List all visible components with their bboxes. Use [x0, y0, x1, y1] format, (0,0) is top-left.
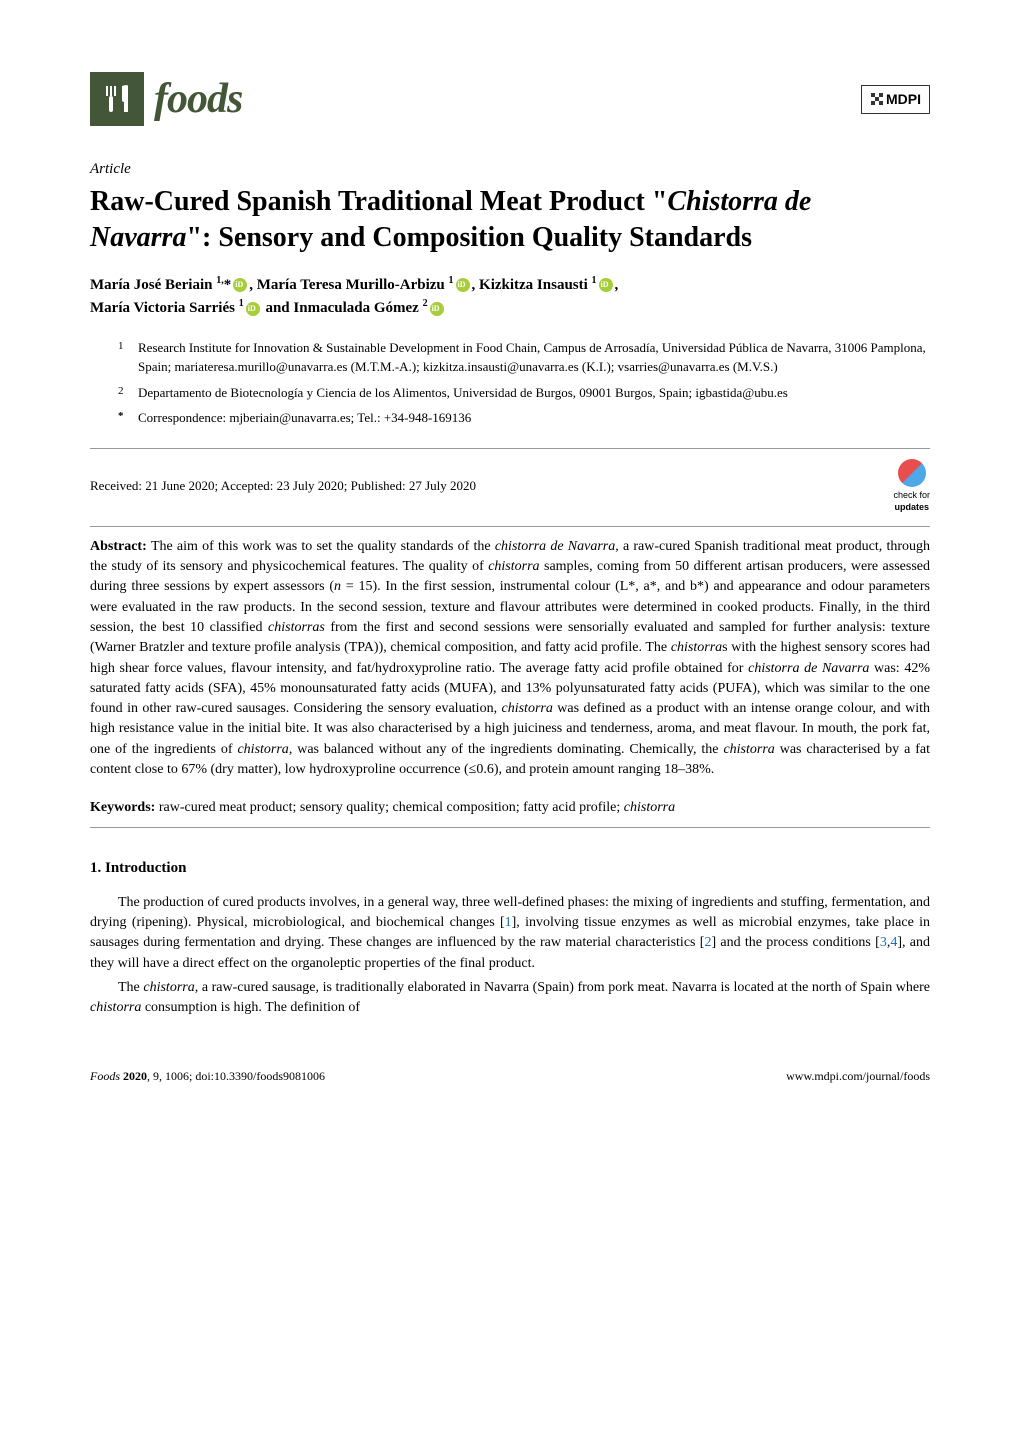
header-row: foods MDPI: [90, 70, 930, 129]
mdpi-icon: [870, 92, 884, 106]
corr-text: Correspondence: mjberiain@unavarra.es; T…: [138, 408, 471, 428]
corr-marker: *: [118, 408, 138, 428]
journal-logo-icon: [90, 72, 144, 126]
author-2-affil: 1: [449, 275, 454, 286]
abstract-text: chistorras: [268, 620, 325, 635]
check-updates-label2: updates: [894, 501, 929, 514]
affiliations: 1 Research Institute for Innovation & Su…: [118, 338, 930, 428]
article-type: Article: [90, 159, 930, 180]
authors-list: María José Beriain 1,* , María Teresa Mur…: [90, 273, 930, 320]
keywords-italic: chistorra: [624, 800, 675, 815]
divider: [90, 526, 930, 527]
article-title: Raw-Cured Spanish Traditional Meat Produ…: [90, 184, 930, 257]
orcid-icon[interactable]: [233, 278, 247, 292]
journal-name: foods: [154, 70, 242, 129]
orcid-icon[interactable]: [456, 278, 470, 292]
orcid-icon[interactable]: [599, 278, 613, 292]
affil-1-num: 1: [118, 338, 138, 377]
footer-doi: , 9, 1006; doi:10.3390/foods9081006: [147, 1069, 325, 1083]
affiliation-2: 2 Departamento de Biotecnología y Cienci…: [118, 383, 930, 403]
abstract-text: , was balanced without any of the ingred…: [289, 742, 724, 757]
dates-row: Received: 21 June 2020; Accepted: 23 Jul…: [90, 459, 930, 514]
footer-left: Foods 2020, 9, 1006; doi:10.3390/foods90…: [90, 1068, 325, 1085]
abstract-label: Abstract:: [90, 539, 151, 554]
author-2: , María Teresa Murillo-Arbizu: [249, 277, 448, 293]
footer-right[interactable]: www.mdpi.com/journal/foods: [786, 1068, 930, 1085]
abstract-text: chistorra: [723, 742, 774, 757]
abstract-text: The aim of this work was to set the qual…: [151, 539, 495, 554]
affil-2-num: 2: [118, 383, 138, 403]
body-text: chistorra: [143, 980, 194, 995]
author-4-affil: 1: [239, 298, 244, 309]
affil-2-text: Departamento de Biotecnología y Ciencia …: [138, 383, 788, 403]
author-1-affil: 1,: [216, 275, 224, 286]
abstract-text: chistorra de Navarra: [495, 539, 615, 554]
body-text: , a raw-cured sausage, is traditionally …: [195, 980, 930, 995]
affil-1-text: Research Institute for Innovation & Sust…: [138, 338, 930, 377]
keywords: Keywords: raw-cured meat product; sensor…: [90, 798, 930, 818]
abstract-text: chistorra: [488, 559, 539, 574]
abstract-text: chistorra: [237, 742, 288, 757]
fork-knife-icon: [98, 80, 136, 118]
check-updates-icon: [898, 459, 926, 487]
keywords-label: Keywords:: [90, 800, 159, 815]
keywords-text: raw-cured meat product; sensory quality;…: [159, 800, 624, 815]
author-5: and Inmaculada Gómez: [262, 300, 423, 316]
intro-para-1: The production of cured products involve…: [90, 893, 930, 974]
body-text: The: [118, 980, 143, 995]
footer-journal: Foods: [90, 1069, 123, 1083]
affiliation-1: 1 Research Institute for Innovation & Su…: [118, 338, 930, 377]
orcid-icon[interactable]: [246, 302, 260, 316]
abstract: Abstract: The aim of this work was to se…: [90, 537, 930, 781]
body-text: chistorra: [90, 1000, 141, 1015]
body-text: consumption is high. The definition of: [141, 1000, 360, 1015]
page-footer: Foods 2020, 9, 1006; doi:10.3390/foods90…: [90, 1068, 930, 1085]
author-3-affil: 1: [592, 275, 597, 286]
correspondence: * Correspondence: mjberiain@unavarra.es;…: [118, 408, 930, 428]
author-3: , Kizkitza Insausti: [472, 277, 592, 293]
divider: [90, 827, 930, 828]
check-updates-label1: check for: [893, 489, 930, 502]
divider: [90, 448, 930, 449]
ref-link-1[interactable]: 1: [505, 915, 512, 930]
footer-year: 2020: [123, 1069, 147, 1083]
orcid-icon[interactable]: [430, 302, 444, 316]
abstract-text: n: [334, 579, 341, 594]
publisher-name: MDPI: [886, 90, 921, 110]
ref-link-3[interactable]: 3: [880, 935, 887, 950]
publication-dates: Received: 21 June 2020; Accepted: 23 Jul…: [90, 477, 476, 495]
check-updates-badge[interactable]: check for updates: [893, 459, 930, 514]
abstract-text: chistorra: [502, 701, 553, 716]
abstract-text: chistorra: [671, 640, 722, 655]
title-part2: ": Sensory and Composition Quality Stand…: [186, 222, 752, 253]
abstract-text: chistorra de Navarra: [748, 661, 869, 676]
journal-logo: foods: [90, 70, 242, 129]
title-part1: Raw-Cured Spanish Traditional Meat Produ…: [90, 186, 667, 217]
section-1-heading: 1. Introduction: [90, 858, 930, 879]
intro-para-2: The chistorra, a raw-cured sausage, is t…: [90, 978, 930, 1019]
author-1-corr: *: [224, 277, 232, 293]
publisher-logo: MDPI: [861, 85, 930, 115]
author-5-affil: 2: [423, 298, 428, 309]
author-1: María José Beriain: [90, 277, 216, 293]
body-text: ] and the process conditions [: [711, 935, 879, 950]
author-4: María Victoria Sarriés: [90, 300, 239, 316]
